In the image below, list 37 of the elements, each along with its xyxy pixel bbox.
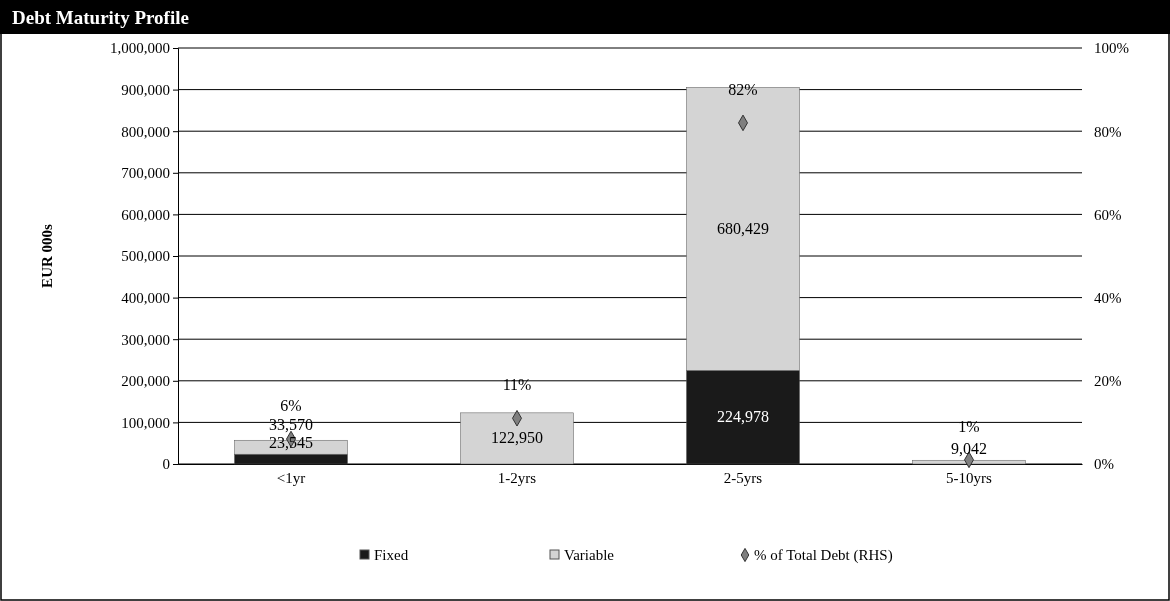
x-tick-label: 5-10yrs [946,469,993,486]
data-label: 6% [280,397,302,415]
y-tick-label: 600,000 [121,206,170,223]
y-tick-label: 0 [162,456,170,473]
bar [912,459,1026,465]
y2-tick-label: 100% [1094,40,1129,57]
y-tick-label: 900,000 [121,81,170,98]
y-tick-label: 800,000 [121,123,170,140]
y2-tick-label: 40% [1094,289,1122,306]
y-tick-label: 400,000 [121,289,170,306]
y-axis-title: EUR 000s [39,223,55,288]
y-tick-label: 200,000 [121,373,170,390]
legend-label: Fixed [374,547,409,563]
data-label: 122,950 [491,429,543,447]
data-label: 9,042 [951,440,987,458]
legend-label: Variable [564,547,615,563]
x-tick-label: <1yr [276,469,306,486]
data-label: 1% [958,417,980,435]
y2-tick-label: 20% [1094,373,1122,390]
y-tick-label: 500,000 [121,248,170,265]
y2-tick-label: 0% [1094,456,1114,473]
data-label: 82% [728,80,758,98]
bar [460,412,574,465]
chart-title: Debt Maturity Profile [12,7,189,28]
x-tick-label: 1-2yrs [497,469,537,486]
data-label: 680,429 [717,219,769,237]
x-tick-label: 2-5yrs [723,469,763,486]
y2-tick-label: 60% [1094,206,1122,223]
data-label: 224,978 [717,408,769,426]
y2-tick-label: 80% [1094,123,1122,140]
data-label: 23,545 [269,434,313,452]
legend-label: % of Total Debt (RHS) [754,547,893,564]
y-tick-label: 700,000 [121,165,170,182]
y-tick-label: 300,000 [121,331,170,348]
data-label: 11% [502,376,532,394]
y-tick-label: 100,000 [121,414,170,431]
y-tick-label: 1,000,000 [110,40,170,57]
